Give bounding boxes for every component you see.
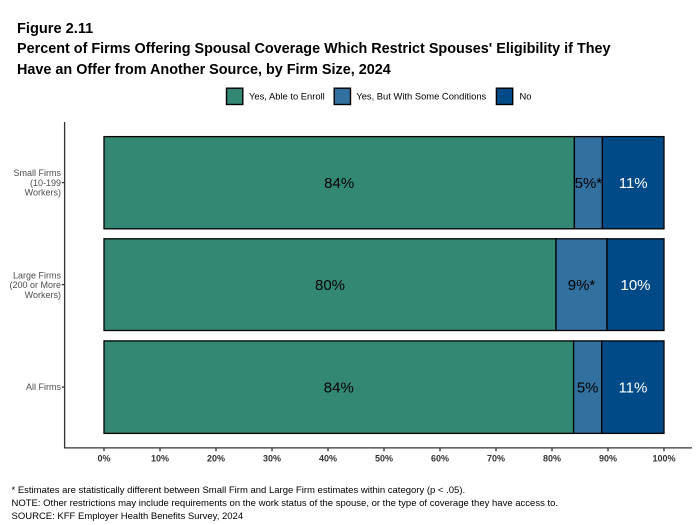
svg-text:50%: 50% [375,453,393,463]
svg-text:Large Firms: Large Firms [13,271,62,281]
svg-text:60%: 60% [431,453,449,463]
svg-text:SOURCE: KFF Employer Health Be: SOURCE: KFF Employer Health Benefits Sur… [12,511,244,522]
svg-text:* Estimates are statistically: * Estimates are statistically different … [12,485,466,496]
svg-text:NOTE: Other restrictions may i: NOTE: Other restrictions may include req… [12,498,559,509]
svg-text:70%: 70% [487,453,505,463]
svg-text:84%: 84% [324,380,354,397]
svg-text:Workers): Workers) [25,290,61,300]
svg-text:Percent of Firms Offering Spou: Percent of Firms Offering Spousal Covera… [17,41,611,57]
svg-text:80%: 80% [315,277,345,294]
svg-text:Figure 2.11: Figure 2.11 [17,21,93,37]
svg-text:No: No [520,91,532,102]
svg-text:20%: 20% [207,453,225,463]
svg-text:Yes, But With Some Conditions: Yes, But With Some Conditions [356,91,486,102]
svg-text:11%: 11% [619,175,648,192]
svg-text:0%: 0% [97,453,110,463]
svg-text:All Firms: All Firms [26,382,61,392]
svg-text:90%: 90% [599,453,617,463]
svg-text:80%: 80% [543,453,561,463]
svg-text:(200 or More: (200 or More [9,280,61,290]
svg-text:Small Firms: Small Firms [14,168,62,178]
svg-text:100%: 100% [652,453,675,463]
svg-text:10%: 10% [620,277,650,294]
svg-text:40%: 40% [319,453,337,463]
svg-text:Yes, Able to Enroll: Yes, Able to Enroll [249,91,325,102]
svg-text:30%: 30% [263,453,281,463]
svg-text:Workers): Workers) [25,187,61,197]
svg-text:11%: 11% [618,380,647,397]
svg-text:5%: 5% [577,380,599,397]
svg-text:10%: 10% [151,453,169,463]
svg-text:5%*: 5%* [575,175,603,192]
svg-text:Have an Offer from Another Sou: Have an Offer from Another Source, by Fi… [17,62,391,78]
svg-text:84%: 84% [324,175,354,192]
svg-text:(10-199: (10-199 [30,178,61,188]
svg-text:9%*: 9%* [568,277,596,294]
